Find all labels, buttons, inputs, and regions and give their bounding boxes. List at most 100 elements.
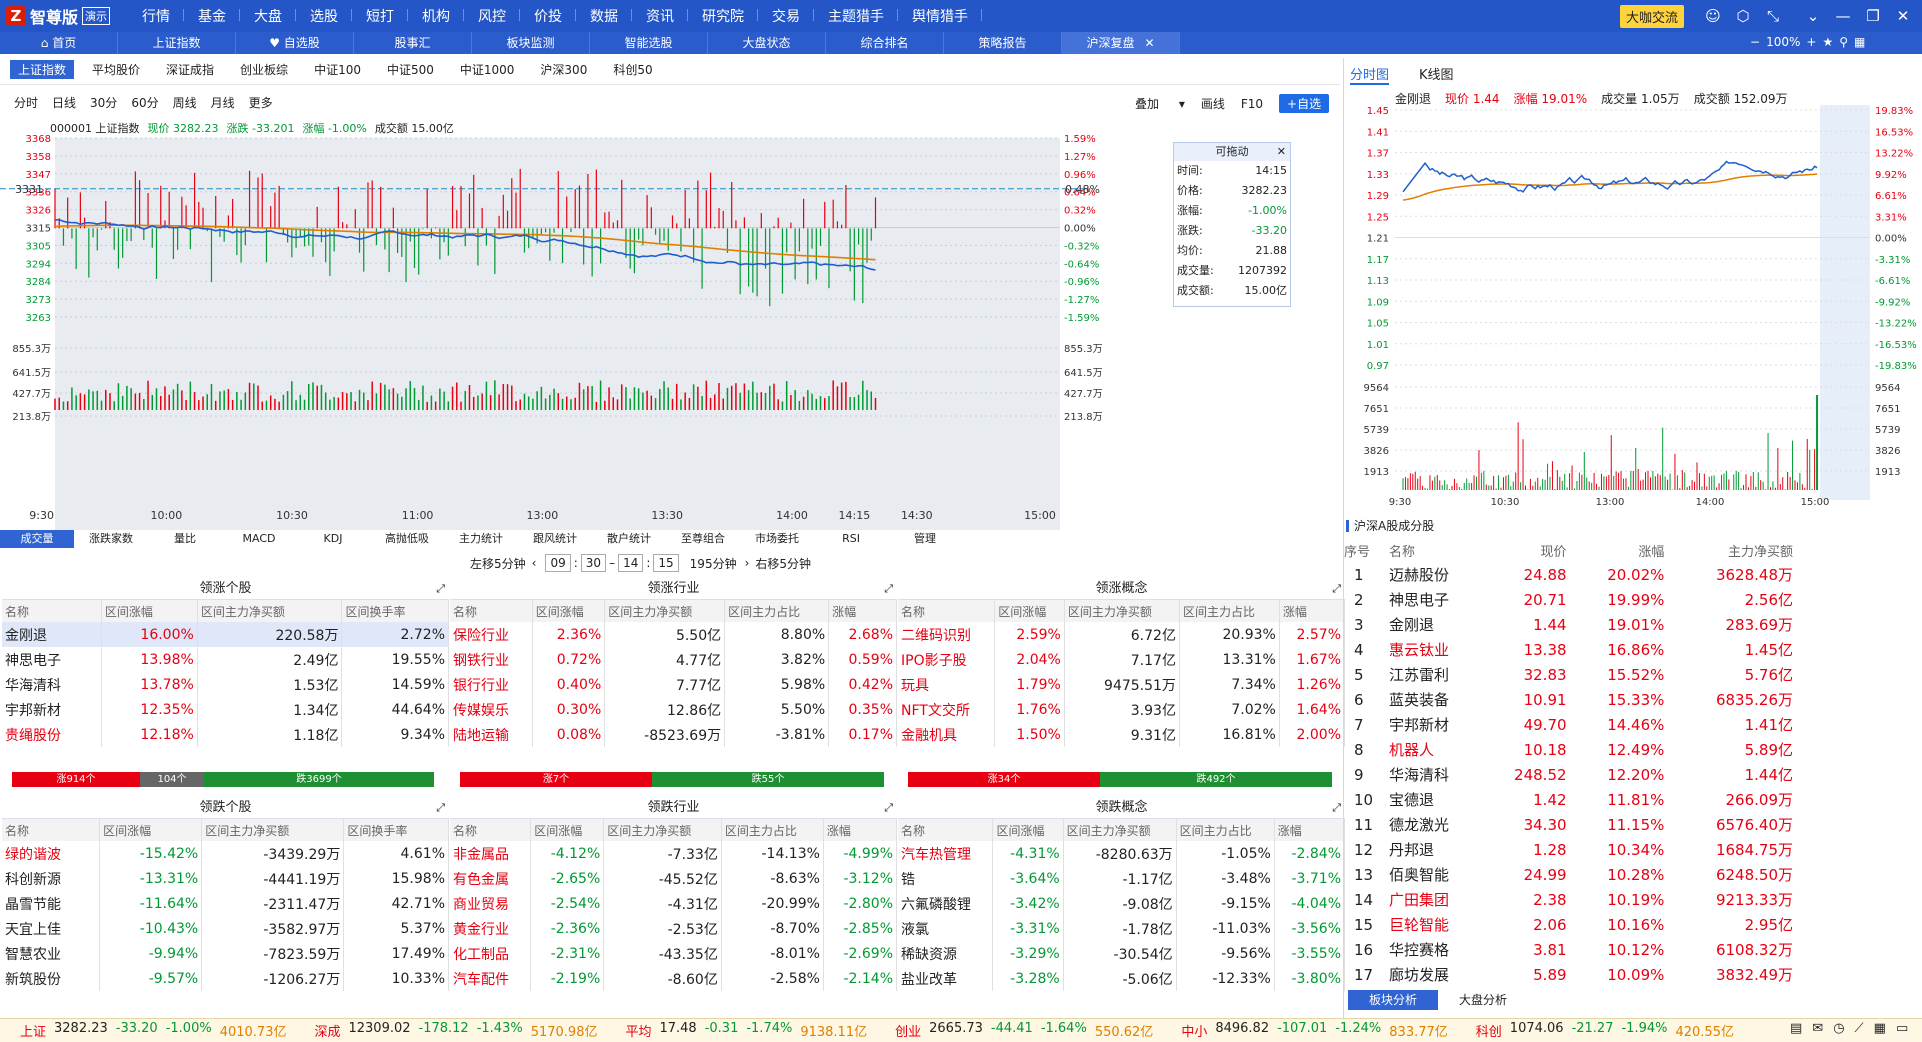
period-tab-0[interactable]: 分时 bbox=[14, 96, 39, 110]
indicator-tab-9[interactable]: 至尊组合 bbox=[681, 532, 725, 545]
analysis-tab-1[interactable]: 大盘分析 bbox=[1458, 993, 1507, 1007]
menu-item-8[interactable]: 数据 bbox=[576, 6, 632, 26]
column-header[interactable]: 现价 bbox=[1540, 544, 1567, 560]
table-row[interactable]: 智慧农业 -9.94% -7823.59万 17.49% bbox=[2, 941, 449, 966]
close-icon[interactable]: ✕ bbox=[1896, 7, 1910, 25]
period-tab-5[interactable]: 月线 bbox=[210, 96, 235, 110]
column-header[interactable]: 名称 bbox=[2, 600, 102, 622]
table-row[interactable]: 非金属品 -4.12% -7.33亿 -14.13% -4.99% bbox=[450, 841, 898, 866]
table-row[interactable]: 二维码识别 2.59% 6.72亿 20.93% 2.57% bbox=[898, 622, 1346, 647]
period-tab-1[interactable]: 日线 bbox=[52, 96, 77, 110]
table-row[interactable]: 传媒娱乐 0.30% 12.86亿 5.50% 0.35% bbox=[450, 697, 897, 722]
column-header[interactable]: 区间涨幅 bbox=[99, 819, 203, 841]
column-header[interactable]: 序号 bbox=[1344, 544, 1371, 560]
page-tab-0[interactable]: ⌂ 首页 bbox=[0, 32, 118, 54]
table-row[interactable]: 绿的谐波 -15.42% -3439.29万 4.61% bbox=[2, 841, 449, 866]
period-tab-6[interactable]: 更多 bbox=[248, 96, 273, 110]
indicator-tab-8[interactable]: 散户统计 bbox=[607, 532, 651, 545]
tab-close-icon[interactable]: ✕ bbox=[1144, 36, 1155, 50]
table-row[interactable]: 7 宇邦新材 49.70 14.46% 1.41亿 bbox=[1344, 712, 1799, 737]
table-row[interactable]: 1 迈赫股份 24.88 20.02% 3628.48万 bbox=[1344, 562, 1799, 587]
collapse-icon[interactable]: ⌄ bbox=[1806, 7, 1820, 25]
table-row[interactable]: 华海清科 13.78% 1.53亿 14.59% bbox=[2, 672, 449, 697]
indicator-tab-7[interactable]: 跟风统计 bbox=[533, 532, 577, 545]
index-quote-5[interactable]: 科创 1074.06 -21.27 -1.94% 420.55亿 bbox=[1476, 1021, 1742, 1040]
table-row[interactable]: NFT文交所 1.76% 3.93亿 7.02% 1.64% bbox=[898, 697, 1346, 722]
table-row[interactable]: 汽车热管理 -4.31% -8280.63万 -1.05% -2.84% bbox=[898, 841, 1346, 866]
column-header[interactable]: 区间涨幅 bbox=[994, 600, 1065, 622]
column-header[interactable]: 区间主力净买额 bbox=[197, 600, 343, 622]
grid-icon[interactable]: ▦ bbox=[1854, 35, 1866, 49]
column-header[interactable]: 区间主力净买额 bbox=[603, 819, 722, 841]
period-tab-2[interactable]: 30分 bbox=[90, 96, 118, 110]
page-tab-9[interactable]: 沪深复盘 ✕ bbox=[1062, 32, 1180, 54]
table-row[interactable]: 5 江苏雷利 32.83 15.52% 5.76亿 bbox=[1344, 662, 1799, 687]
index-tab-1[interactable]: 平均股价 bbox=[92, 62, 141, 77]
table-row[interactable]: 晶雪节能 -11.64% -2311.47万 42.71% bbox=[2, 891, 449, 916]
zoom-out-icon[interactable]: − bbox=[1750, 35, 1761, 49]
index-tab-3[interactable]: 创业板综 bbox=[240, 62, 289, 77]
shift-right-button[interactable]: 右移5分钟 bbox=[755, 556, 812, 571]
table-row[interactable]: IPO影子股 2.04% 7.17亿 13.31% 1.67% bbox=[898, 647, 1346, 672]
start-minute-input[interactable]: 30 bbox=[580, 554, 607, 572]
indicator-tab-6[interactable]: 主力统计 bbox=[459, 532, 503, 545]
table-icon[interactable]: ▦ bbox=[1873, 1021, 1886, 1036]
index-tab-2[interactable]: 深证成指 bbox=[166, 62, 215, 77]
expand-icon[interactable]: ⤢ bbox=[884, 582, 893, 595]
menu-item-6[interactable]: 风控 bbox=[464, 6, 520, 26]
shrink-icon[interactable]: ⤡ bbox=[1766, 7, 1779, 25]
column-header[interactable]: 主力净买额 bbox=[1727, 544, 1793, 560]
panel-icon[interactable]: ▭ bbox=[1895, 1021, 1909, 1036]
table-row[interactable]: 金刚退 16.00% 220.58万 2.72% bbox=[2, 622, 449, 647]
indicator-tab-3[interactable]: MACD bbox=[242, 532, 276, 545]
index-tab-4[interactable]: 中证100 bbox=[314, 62, 361, 77]
index-quote-2[interactable]: 平均 17.48 -0.31 -1.74% 9138.11亿 bbox=[625, 1021, 875, 1040]
index-tab-0[interactable]: 上证指数 bbox=[10, 59, 75, 79]
index-quote-1[interactable]: 深成 12309.02 -178.12 -1.43% 5170.98亿 bbox=[314, 1021, 605, 1040]
table-row[interactable]: 锆 -3.64% -1.17亿 -3.48% -3.71% bbox=[898, 866, 1346, 891]
table-row[interactable]: 科创新源 -13.31% -4441.19万 15.98% bbox=[2, 866, 449, 891]
table-row[interactable]: 3 金刚退 1.44 19.01% 283.69万 bbox=[1344, 612, 1799, 637]
table-row[interactable]: 金融机具 1.50% 9.31亿 16.81% 2.00% bbox=[898, 722, 1346, 747]
table-row[interactable]: 4 惠云钛业 13.38 16.86% 1.45亿 bbox=[1344, 637, 1799, 662]
column-header[interactable]: 区间换手率 bbox=[341, 600, 449, 622]
expand-icon[interactable]: ⤢ bbox=[1332, 801, 1341, 814]
expand-icon[interactable]: ⤢ bbox=[436, 582, 445, 595]
indicator-tab-10[interactable]: 市场委托 bbox=[755, 532, 799, 545]
shift-right-icon[interactable]: › bbox=[744, 556, 750, 570]
menu-item-3[interactable]: 选股 bbox=[296, 6, 352, 26]
table-row[interactable]: 银行行业 0.40% 7.77亿 5.98% 0.42% bbox=[450, 672, 897, 697]
table-row[interactable]: 六氟磷酸锂 -3.42% -9.08亿 -9.15% -4.04% bbox=[898, 891, 1346, 916]
crosshair-info-box[interactable]: 可拖动 ✕ 时间: 14:15 价格: 3282.23 涨幅: -1.00% 涨跌: -33.2… bbox=[1173, 142, 1291, 307]
column-header[interactable]: 区间主力净买额 bbox=[604, 600, 726, 622]
clock-icon[interactable]: ◷ bbox=[1833, 1021, 1845, 1036]
menu-item-2[interactable]: 大盘 bbox=[240, 6, 296, 26]
table-row[interactable]: 液氯 -3.31% -1.78亿 -11.03% -3.56% bbox=[898, 916, 1346, 941]
pin-icon[interactable]: ⚲ bbox=[1839, 35, 1848, 49]
column-header[interactable]: 涨幅 bbox=[828, 600, 897, 622]
index-tab-7[interactable]: 沪深300 bbox=[540, 62, 588, 77]
page-tab-4[interactable]: 板块监测 bbox=[472, 32, 590, 54]
table-row[interactable]: 有色金属 -2.65% -45.52亿 -8.63% -3.12% bbox=[450, 866, 898, 891]
column-header[interactable]: 涨幅 bbox=[1274, 819, 1346, 841]
menu-item-7[interactable]: 价投 bbox=[520, 6, 576, 26]
menu-item-12[interactable]: 主题猎手 bbox=[814, 6, 898, 26]
table-row[interactable]: 8 机器人 10.18 12.49% 5.89亿 bbox=[1344, 737, 1799, 762]
column-header[interactable]: 区间主力占比 bbox=[721, 819, 824, 841]
column-header[interactable]: 涨幅 bbox=[823, 819, 898, 841]
shift-left-button[interactable]: 左移5分钟 bbox=[470, 556, 526, 571]
table-row[interactable]: 9 华海清科 248.52 12.20% 1.44亿 bbox=[1344, 762, 1799, 787]
expand-icon[interactable]: ⤢ bbox=[436, 801, 445, 814]
column-header[interactable]: 区间主力净买额 bbox=[1064, 600, 1180, 622]
indicator-tab-11[interactable]: RSI bbox=[842, 532, 860, 545]
maximize-icon[interactable]: ❐ bbox=[1866, 7, 1880, 25]
table-row[interactable]: 神思电子 13.98% 2.49亿 19.55% bbox=[2, 647, 449, 672]
table-row[interactable]: 商业贸易 -2.54% -4.31亿 -20.99% -2.80% bbox=[450, 891, 898, 916]
column-header[interactable]: 涨幅 bbox=[1638, 544, 1665, 560]
shift-left-icon[interactable]: ‹ bbox=[531, 556, 537, 570]
column-header[interactable]: 区间换手率 bbox=[343, 819, 449, 841]
column-header[interactable]: 区间涨幅 bbox=[530, 819, 605, 841]
trend-icon[interactable]: ⟋ bbox=[1854, 1021, 1864, 1036]
column-header[interactable]: 区间涨幅 bbox=[101, 600, 198, 622]
table-row[interactable]: 天宜上佳 -10.43% -3582.97万 5.37% bbox=[2, 916, 449, 941]
